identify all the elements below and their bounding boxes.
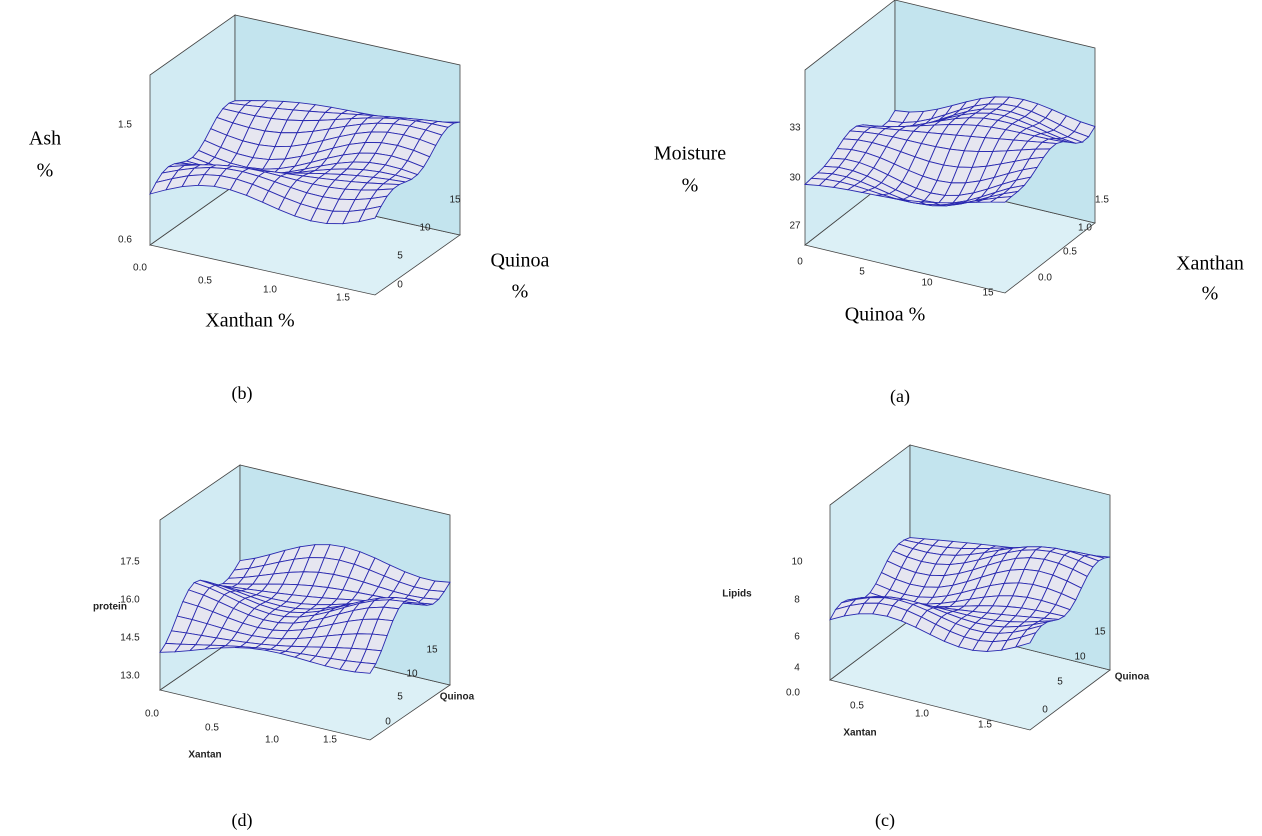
y-axis-title: % <box>512 281 529 303</box>
x-tick-label: 1.5 <box>336 293 350 304</box>
y-axis-title: Quinoa <box>1115 672 1150 683</box>
z-tick-label: 10 <box>791 557 803 568</box>
y-axis-title: % <box>1202 283 1219 305</box>
x-tick-label: 1.5 <box>978 720 992 731</box>
y-axis-title: Xanthan <box>1176 253 1244 275</box>
x-tick-label: 1.0 <box>263 285 277 296</box>
y-tick-label: 15 <box>426 645 438 656</box>
x-axis-title: Xantan <box>843 728 876 739</box>
surface-plot: Moisture% Xanthan% Quinoa % 33 30 27 0 5 10 15 0.0… <box>654 0 1244 407</box>
x-tick-label: 0 <box>797 257 803 268</box>
y-tick-label: 0 <box>397 280 403 291</box>
x-tick-label: 0.0 <box>133 263 147 274</box>
y-tick-label: 5 <box>1057 677 1063 688</box>
z-tick-label: 16.0 <box>120 595 140 606</box>
mesh-cell <box>358 205 382 223</box>
z-tick-label: 4 <box>794 663 800 674</box>
z-tick-label: 13.0 <box>120 671 140 682</box>
z-tick-label: 14.5 <box>120 633 140 644</box>
x-tick-label: 1.5 <box>323 735 337 746</box>
panel-caption: (b) <box>232 383 253 404</box>
y-tick-label: 10 <box>406 669 418 680</box>
z-tick-label: 27 <box>789 221 801 232</box>
x-tick-label: 0.5 <box>850 701 864 712</box>
z-tick-label: 30 <box>789 173 801 184</box>
surface-plot: protein Quinoa Xantan 17.5 16.0 14.5 13.0 0.0 0.… <box>93 464 475 831</box>
z-axis-title: Ash <box>29 128 61 150</box>
y-tick-label: 10 <box>419 223 431 234</box>
y-tick-label: 5 <box>397 692 403 703</box>
y-tick-label: 15 <box>449 195 461 206</box>
mesh-cell <box>354 661 377 674</box>
y-tick-label: 0 <box>385 717 391 728</box>
x-tick-label: 0.5 <box>205 723 219 734</box>
mesh-cell <box>1014 631 1037 648</box>
x-tick-label: 0.0 <box>786 688 800 699</box>
surface-plot: Ash% Quinoa% Xanthan % 1.5 0.6 0.0 0.5 1.0 1.5 0 5… <box>29 14 550 404</box>
panel-caption: (c) <box>875 810 895 831</box>
z-tick-label: 33 <box>789 123 801 134</box>
z-axis-title: % <box>682 175 699 197</box>
z-tick-label: 1.5 <box>118 120 132 131</box>
z-axis-title: protein <box>93 602 127 613</box>
mesh-cell <box>989 196 1013 203</box>
surface-plot: Lipids Quinoa Xantan 10 8 6 4 0.0 0.5 1.0 1.5 0 5 10 1… <box>722 444 1150 831</box>
panel-caption: (d) <box>232 810 253 831</box>
y-tick-label: 0.0 <box>1038 273 1052 284</box>
z-axis-title: Lipids <box>722 589 752 600</box>
y-tick-label: 5 <box>397 251 403 262</box>
x-axis-title: Xantan <box>188 750 221 761</box>
z-tick-label: 0.6 <box>118 235 132 246</box>
x-axis-title: Quinoa % <box>845 304 926 326</box>
y-tick-label: 15 <box>1094 627 1106 638</box>
x-axis-title: Xanthan % <box>205 310 294 332</box>
z-axis-title: Moisture <box>654 143 726 165</box>
x-tick-label: 0.0 <box>145 709 159 720</box>
y-axis-title: Quinoa <box>440 692 475 703</box>
x-tick-label: 1.0 <box>265 735 279 746</box>
x-tick-label: 5 <box>859 267 865 278</box>
y-tick-label: 0.5 <box>1063 247 1077 258</box>
x-tick-label: 0.5 <box>198 276 212 287</box>
y-axis-title: Quinoa <box>491 250 550 272</box>
y-tick-label: 1.0 <box>1078 223 1092 234</box>
x-tick-label: 10 <box>921 278 933 289</box>
x-tick-label: 15 <box>982 288 994 299</box>
panel-caption: (a) <box>890 386 910 407</box>
y-tick-label: 1.5 <box>1095 195 1109 206</box>
y-tick-label: 10 <box>1074 652 1086 663</box>
z-tick-label: 6 <box>794 632 800 643</box>
y-tick-label: 0 <box>1042 705 1048 716</box>
x-tick-label: 1.0 <box>915 709 929 720</box>
z-axis-title: % <box>37 160 54 182</box>
z-tick-label: 8 <box>794 595 800 606</box>
z-tick-label: 17.5 <box>120 557 140 568</box>
